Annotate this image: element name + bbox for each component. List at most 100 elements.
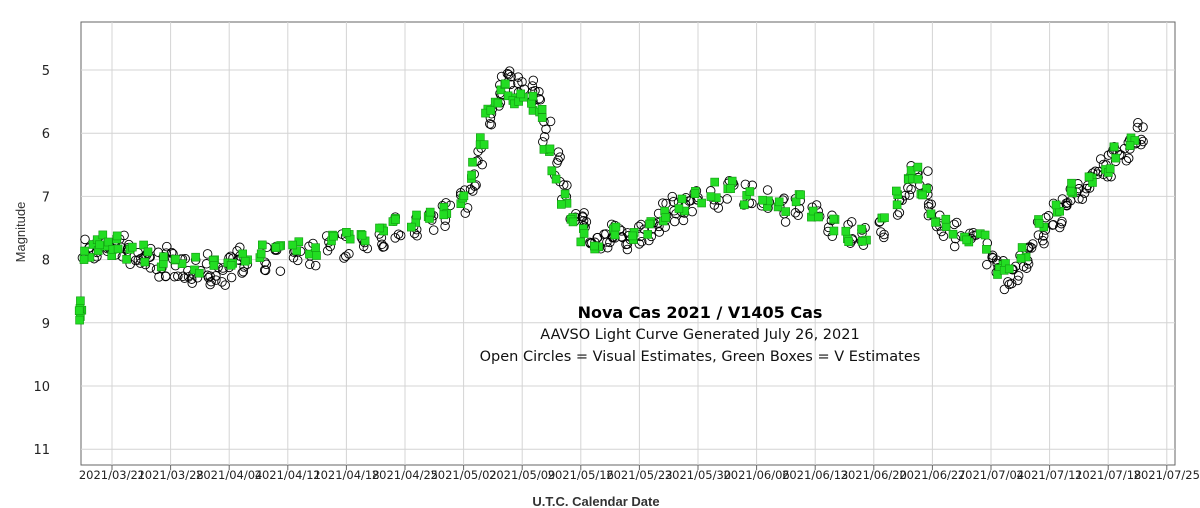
v-estimate-point xyxy=(74,306,84,316)
visual-estimate-point xyxy=(1037,235,1048,246)
v-estimate-point xyxy=(486,106,496,115)
v-estimate-point xyxy=(406,222,416,232)
v-estimate-point xyxy=(209,261,219,270)
y-tick-label: 5 xyxy=(42,64,50,79)
x-tick-label: 2021/05/09 xyxy=(489,468,555,482)
visual-estimate-point xyxy=(344,249,354,259)
visual-estimate-point xyxy=(202,249,213,259)
visual-estimate-point xyxy=(879,232,889,243)
v-estimate-point xyxy=(579,229,589,238)
v-estimate-point xyxy=(677,194,687,204)
v-estimate-point xyxy=(982,245,991,254)
v-estimate-point xyxy=(980,230,990,240)
visual-estimate-point xyxy=(999,284,1010,295)
v-estimate-point xyxy=(528,91,538,101)
visual-estimate-point xyxy=(154,272,164,282)
visual-estimate-point xyxy=(1132,122,1143,133)
v-estimate-point xyxy=(329,231,338,241)
v-estimate-point xyxy=(948,229,958,239)
x-tick-label: 2021/07/11 xyxy=(1016,468,1082,482)
v-estimate-point xyxy=(271,243,281,252)
x-axis-ticks: 2021/03/212021/03/282021/04/042021/04/11… xyxy=(79,465,1200,482)
x-tick-label: 2021/05/30 xyxy=(665,468,731,482)
v-estimate-point xyxy=(1066,186,1076,196)
x-tick-label: 2021/05/16 xyxy=(548,468,614,482)
visual-estimate-point xyxy=(275,266,286,276)
v-estimate-point xyxy=(931,218,940,227)
v-estimate-point xyxy=(628,231,637,241)
v-estimate-point xyxy=(467,170,476,180)
v-estimate-point xyxy=(891,186,901,196)
y-tick-label: 8 xyxy=(42,254,50,269)
y-tick-label: 6 xyxy=(42,127,50,142)
v-estimate-point xyxy=(589,241,599,251)
visual-estimate-point xyxy=(552,158,562,168)
visual-estimate-point xyxy=(513,72,523,82)
v-estimate-point xyxy=(238,249,247,259)
v-estimate-point xyxy=(171,254,180,264)
visual-estimate-point xyxy=(793,210,803,221)
visual-estimate-point xyxy=(528,75,539,86)
v-estimate-point xyxy=(468,157,477,167)
visual-estimate-point xyxy=(1057,216,1067,227)
v-estimate-point xyxy=(128,242,137,252)
chart-title: Nova Cas 2021 / V1405 Cas xyxy=(578,303,823,322)
visual-estimate-point xyxy=(173,271,183,281)
x-tick-label: 2021/06/06 xyxy=(723,468,789,482)
v-estimate-point xyxy=(560,189,570,199)
x-tick-label: 2021/06/27 xyxy=(899,468,965,482)
v-estimate-point xyxy=(113,244,123,254)
visual-estimate-point xyxy=(892,210,903,220)
v-estimate-point xyxy=(479,140,489,149)
v-estimate-point xyxy=(80,246,89,256)
visual-estimate-point xyxy=(162,241,172,252)
v-estimate-point xyxy=(739,200,749,210)
v-estimate-point xyxy=(913,162,923,172)
visual-estimate-point xyxy=(1043,211,1054,221)
visual-estimate-point xyxy=(379,241,389,252)
v-estimate-point xyxy=(312,251,321,260)
visual-estimate-point xyxy=(1077,194,1088,204)
visual-estimate-point xyxy=(186,274,197,284)
visual-estimate-point xyxy=(622,244,633,255)
v-estimate-point xyxy=(391,215,400,224)
y-axis-ticks: 5 6 7 8 9 10 11 xyxy=(33,64,50,458)
visual-estimate-point xyxy=(220,280,230,290)
v-estimate-point xyxy=(774,197,784,207)
x-tick-label: 2021/07/18 xyxy=(1075,468,1141,482)
v-estimate-point xyxy=(556,200,566,209)
visual-estimate-point xyxy=(740,179,751,190)
visual-estimate-point xyxy=(876,227,886,237)
visual-estimate-point xyxy=(936,226,947,237)
v-estimate-point xyxy=(645,219,654,229)
visual-estimate-point xyxy=(562,180,572,191)
visual-estimate-point xyxy=(440,221,450,232)
y-tick-label: 7 xyxy=(42,190,50,205)
x-tick-label: 2021/04/04 xyxy=(196,468,262,482)
v-estimate-point xyxy=(674,204,684,213)
v-estimate-point xyxy=(758,195,767,205)
visual-estimate-point xyxy=(951,217,962,228)
visual-estimate-point xyxy=(217,277,227,287)
v-estimate-point xyxy=(611,222,621,232)
v-estimates-series xyxy=(74,79,1140,325)
visual-estimate-point xyxy=(879,229,889,240)
v-estimate-point xyxy=(726,184,735,193)
visual-estimate-point xyxy=(504,66,515,76)
v-estimate-point xyxy=(76,296,85,306)
y-tick-label: 9 xyxy=(42,317,50,332)
v-estimate-point xyxy=(1067,178,1076,188)
visual-estimate-point xyxy=(1133,117,1143,128)
v-estimate-point xyxy=(256,249,266,259)
v-estimate-point xyxy=(880,213,889,222)
v-estimate-point xyxy=(493,98,503,108)
v-estimate-point xyxy=(1004,264,1014,274)
v-estimate-point xyxy=(527,99,536,108)
v-estimate-point xyxy=(98,230,108,240)
visual-estimate-point xyxy=(517,77,527,87)
v-estimate-point xyxy=(844,237,853,246)
v-estimate-point xyxy=(791,197,801,207)
visual-estimate-point xyxy=(341,251,351,261)
visual-estimate-point xyxy=(541,124,551,134)
visual-estimate-point xyxy=(502,68,513,79)
